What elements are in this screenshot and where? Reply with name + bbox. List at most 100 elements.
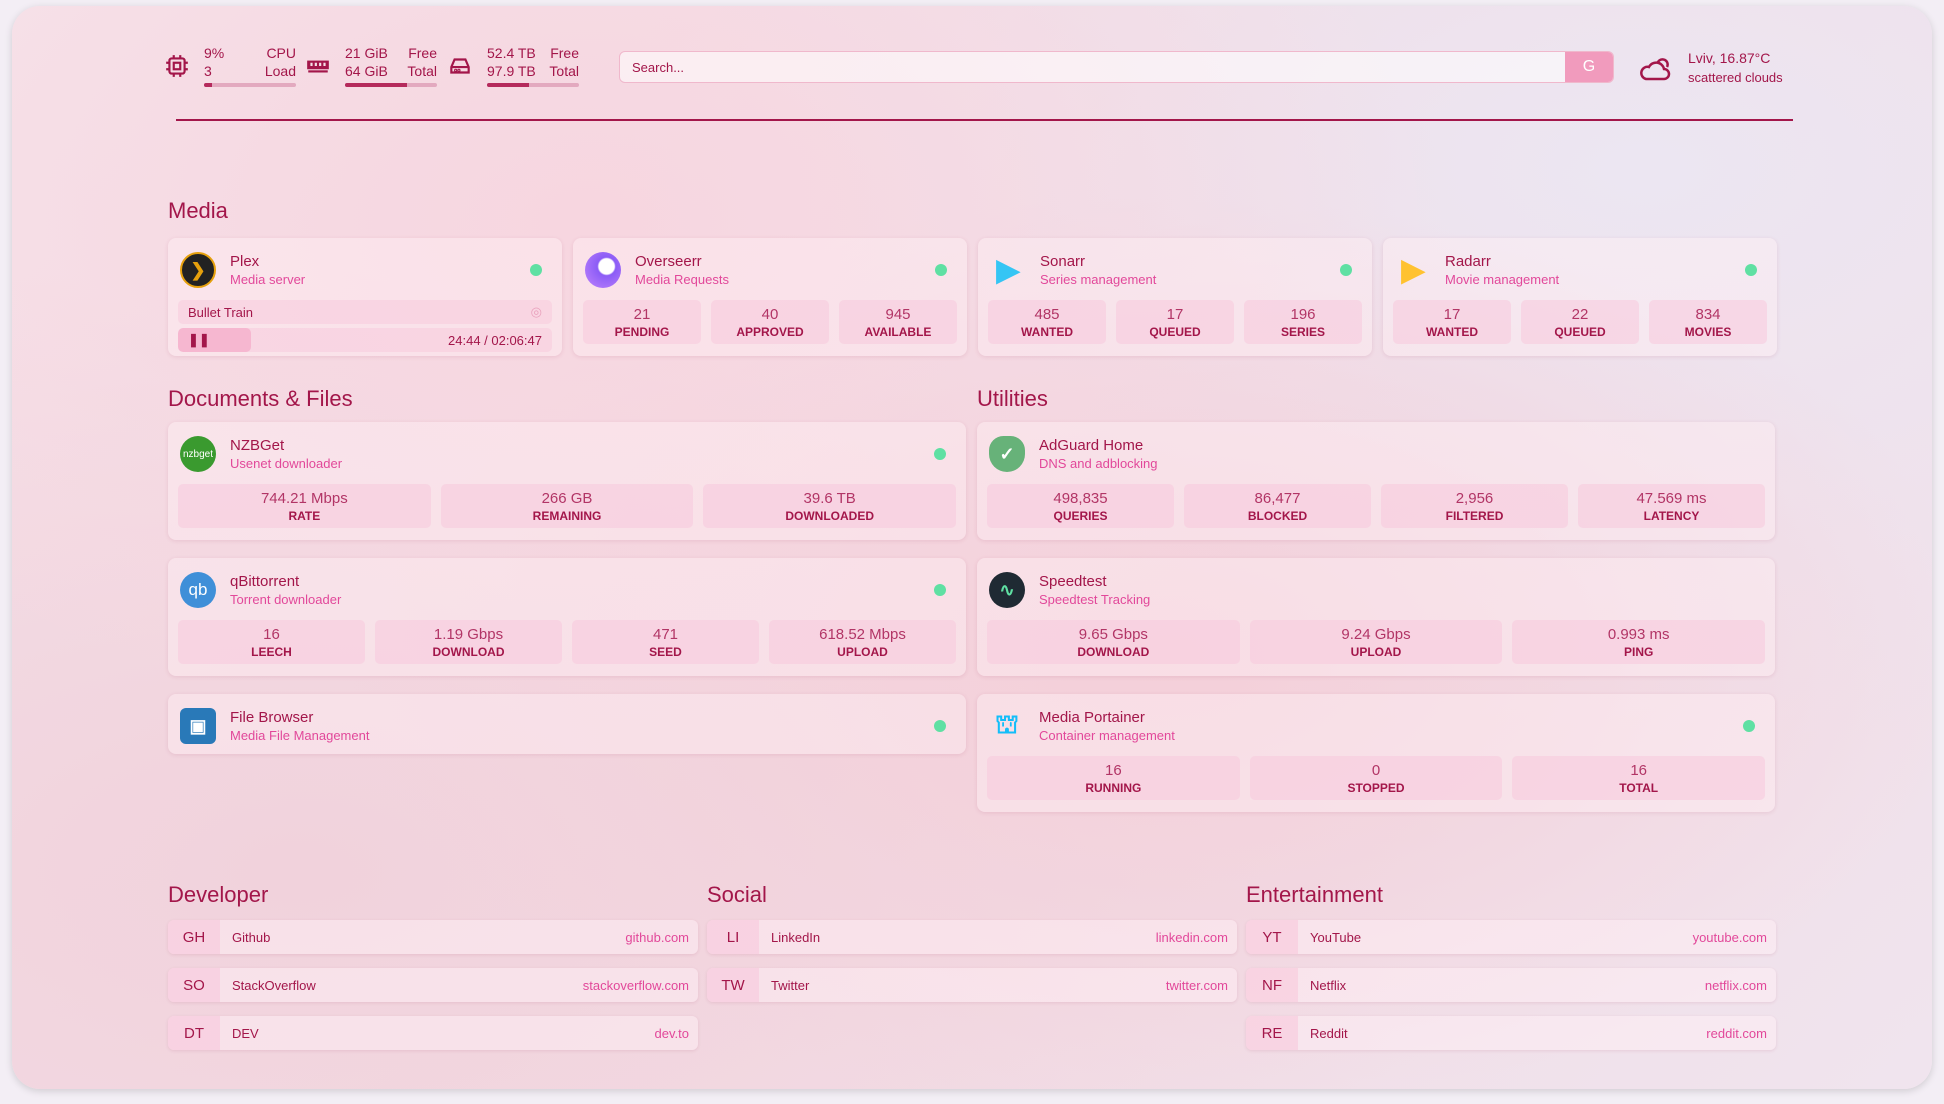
stat-label: FILTERED [1445, 509, 1504, 523]
stat-label: PING [1624, 645, 1654, 659]
service-name: Radarr [1445, 252, 1491, 270]
bookmark-group-title: Social [707, 882, 767, 907]
bookmark-name: YouTube [1310, 929, 1362, 945]
stat-label: QUEUED [1149, 325, 1201, 339]
service-description: Container management [1039, 727, 1175, 743]
stat-label: REMAINING [532, 509, 602, 523]
memory-value: 21 GiB [345, 45, 388, 61]
stat-available: 945 AVAILABLE [839, 300, 957, 344]
stat-running: 16 RUNNING [987, 756, 1240, 800]
bookmark-abbr: RE [1246, 1016, 1298, 1050]
stat-value: 21 [633, 306, 651, 323]
status-dot [934, 584, 946, 596]
stat-label: RUNNING [1085, 781, 1142, 795]
service-name: qBittorrent [230, 572, 300, 590]
section-title-utilities: Utilities [977, 386, 1048, 411]
stat-upload: 618.52 Mbps UPLOAD [769, 620, 956, 664]
service-card-file-browser[interactable]: ▣ File Browser Media File Management [168, 694, 966, 754]
cpu-label2: Load [264, 63, 296, 79]
stat-value: 498,835 [1053, 490, 1108, 507]
stat-label: LEECH [251, 645, 292, 659]
service-card-sonarr[interactable]: ▶ Sonarr Series management 485 WANTED 17 QUE… [978, 238, 1372, 356]
stat-label: UPLOAD [837, 645, 888, 659]
bookmark-twitter[interactable]: TW Twitter twitter.com [707, 968, 1237, 1002]
cpu-value: 9% [204, 45, 225, 61]
bookmark-name: DEV [232, 1025, 259, 1041]
weather-location: Lviv, 16.87°C [1688, 50, 1771, 66]
service-name: NZBGet [230, 436, 285, 454]
service-card-speedtest[interactable]: ∿ Speedtest Speedtest Tracking 9.65 Gbps D… [977, 558, 1775, 676]
service-card-media-portainer[interactable]: ⛫ Media Portainer Container management 16… [977, 694, 1775, 812]
stat-value: 945 [885, 306, 911, 323]
bookmark-abbr: YT [1246, 920, 1298, 954]
service-card-overseerr[interactable]: Overseerr Media Requests 21 PENDING 40 APPRO… [573, 238, 967, 356]
service-name: Media Portainer [1039, 708, 1145, 726]
stat-series: 196 SERIES [1244, 300, 1362, 344]
stat-stopped: 0 STOPPED [1249, 756, 1503, 800]
stat-label: MOVIES [1684, 325, 1732, 339]
radarr-icon: ▶ [1401, 253, 1425, 287]
bookmark-abbr: GH [168, 920, 220, 954]
playback-time: 24:44 / 02:06:47 [448, 332, 542, 348]
stat-value: 39.6 TB [803, 490, 856, 507]
stat-value: 9.24 Gbps [1341, 626, 1411, 643]
portainer-icon: ⛫ [995, 708, 1019, 739]
service-card-radarr[interactable]: ▶ Radarr Movie management 17 WANTED 22 QUEUE… [1383, 238, 1777, 356]
stat-value: 86,477 [1254, 490, 1301, 507]
disk-bar [487, 83, 579, 87]
stat-queued: 17 QUEUED [1116, 300, 1234, 344]
section-title-docs: Documents & Files [168, 386, 353, 411]
search-box: G [619, 51, 1614, 83]
now-playing: Bullet Train ◎ [178, 300, 552, 324]
search-provider-button[interactable]: G [1565, 52, 1613, 82]
stat-download: 1.19 Gbps DOWNLOAD [375, 620, 562, 664]
stat-value: 17 [1443, 306, 1461, 323]
qbittorrent-icon: qb [180, 572, 216, 608]
stat-wanted: 485 WANTED [988, 300, 1106, 344]
bookmark-url: youtube.com [1692, 929, 1767, 945]
sonarr-icon: ▶ [996, 253, 1020, 287]
stat-label: UPLOAD [1350, 645, 1402, 659]
service-name: AdGuard Home [1039, 436, 1144, 454]
stat-label: BLOCKED [1247, 509, 1308, 523]
bookmark-linkedin[interactable]: LI LinkedIn linkedin.com [707, 920, 1237, 954]
bookmark-netflix[interactable]: NF Netflix netflix.com [1246, 968, 1776, 1002]
search-input[interactable] [620, 59, 1565, 75]
status-dot [1743, 720, 1755, 732]
stat-value: 16 [263, 626, 280, 643]
bookmark-github[interactable]: GH Github github.com [168, 920, 698, 954]
stat-label: AVAILABLE [864, 325, 932, 339]
pause-icon[interactable]: ❚❚ [188, 332, 210, 347]
service-name: Speedtest [1039, 572, 1107, 590]
service-card-qbittorrent[interactable]: qb qBittorrent Torrent downloader 16 LEECH… [168, 558, 966, 676]
stat-remaining: 266 GB REMAINING [440, 484, 694, 528]
stat-label: RATE [288, 509, 321, 523]
filebrowser-icon: ▣ [180, 708, 216, 744]
playback-progress: ❚❚ 24:44 / 02:06:47 [178, 328, 552, 352]
service-description: Media Requests [635, 271, 729, 287]
service-card-nzbget[interactable]: nzbget NZBGet Usenet downloader 744.21 Mb… [168, 422, 966, 540]
plex-icon: ❯ [180, 252, 216, 288]
stat-label: SERIES [1280, 325, 1325, 339]
stat-value: 16 [1104, 762, 1122, 779]
stat-blocked: 86,477 BLOCKED [1184, 484, 1371, 528]
bookmark-reddit[interactable]: RE Reddit reddit.com [1246, 1016, 1776, 1050]
bookmark-url: github.com [625, 929, 689, 945]
stat-value: 16 [1630, 762, 1648, 779]
memory-label: Free [408, 45, 437, 61]
stat-latency: 47.569 ms LATENCY [1578, 484, 1765, 528]
service-card-adguard-home[interactable]: ✓ AdGuard Home DNS and adblocking 498,835… [977, 422, 1775, 540]
bookmark-dev[interactable]: DT DEV dev.to [168, 1016, 698, 1050]
now-playing-title: Bullet Train [188, 304, 254, 320]
stat-value: 1.19 Gbps [433, 626, 504, 643]
service-name: Sonarr [1040, 252, 1086, 270]
status-dot [1340, 264, 1352, 276]
service-card-plex[interactable]: ❯ Plex Media server Bullet Train ◎ ❚❚ 24:4… [168, 238, 562, 356]
bookmark-stackoverflow[interactable]: SO StackOverflow stackoverflow.com [168, 968, 698, 1002]
cpu-label: CPU [266, 45, 296, 61]
stat-label: WANTED [1021, 325, 1073, 339]
memory-sub: 64 GiB [345, 63, 388, 79]
bookmark-name: Reddit [1310, 1025, 1348, 1041]
bookmark-youtube[interactable]: YT YouTube youtube.com [1246, 920, 1776, 954]
service-description: Media server [230, 271, 306, 287]
